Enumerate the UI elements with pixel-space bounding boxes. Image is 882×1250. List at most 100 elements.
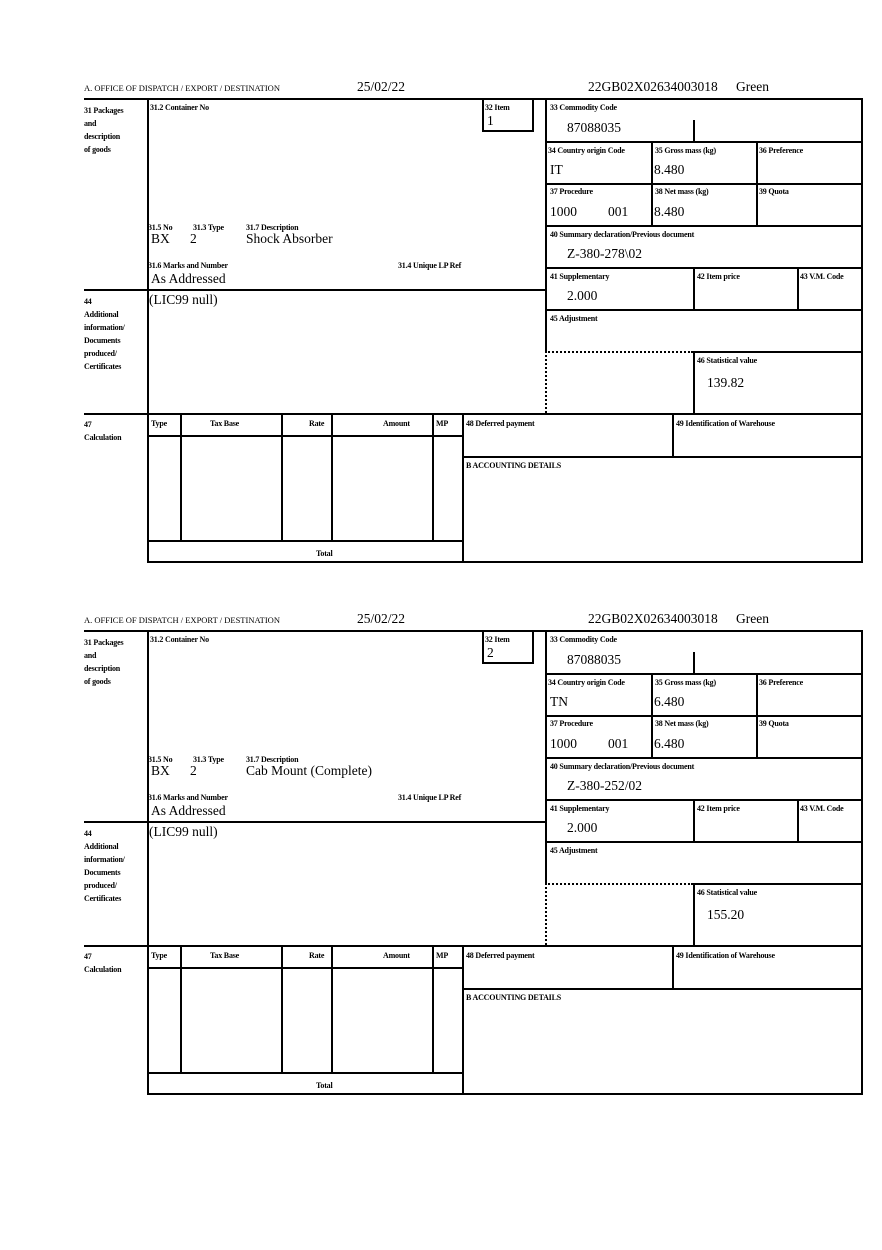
- rule: [331, 413, 333, 540]
- rule: [180, 945, 182, 1072]
- rule: [462, 456, 862, 458]
- box31-label: 31 Packages and description of goods: [84, 638, 124, 686]
- rule: [84, 289, 545, 291]
- route-status: Green: [736, 79, 769, 94]
- box44-label: 44 Additional information/ Documents pro…: [84, 297, 125, 371]
- box49-label: 49 Identification of Warehouse: [676, 951, 775, 960]
- rule: [147, 561, 863, 563]
- box47-label: 47 Calculation: [84, 952, 122, 974]
- box36-label: 36 Preference: [759, 678, 803, 687]
- box42-label: 42 Item price: [697, 804, 740, 813]
- box31-5-label: 31.5 No: [148, 223, 173, 232]
- procedure-additional-code: 001: [608, 204, 629, 219]
- rule: [651, 141, 653, 225]
- box46-label: 46 Statistical value: [697, 356, 757, 365]
- rule: [147, 98, 149, 563]
- rule: [756, 141, 758, 225]
- col-tax-base: Tax Base: [210, 951, 240, 960]
- supplementary-units: 2.000: [567, 288, 598, 303]
- box36-label: 36 Preference: [759, 146, 803, 155]
- rule: [861, 630, 863, 1095]
- procedure-additional-code: 001: [608, 736, 629, 751]
- col-tax-base: Tax Base: [210, 419, 240, 428]
- office-heading: A. OFFICE OF DISPATCH / EXPORT / DESTINA…: [84, 615, 280, 625]
- dotted-rule: [545, 883, 693, 885]
- rule: [147, 1072, 462, 1074]
- rule: [147, 630, 149, 1095]
- rule: [84, 945, 862, 947]
- box31-2-label: 31.2 Container No: [150, 103, 209, 112]
- rule: [693, 883, 862, 885]
- rule: [84, 630, 862, 632]
- marks-and-number: As Addressed: [151, 271, 226, 286]
- commodity-code: 87088035: [567, 120, 621, 135]
- box48-label: 48 Deferred payment: [466, 419, 535, 428]
- additional-information: (LIC99 null): [149, 824, 218, 839]
- box40-label: 40 Summary declaration/Previous document: [550, 762, 695, 771]
- rule: [331, 945, 333, 1072]
- box32-label: 32 Item: [485, 635, 510, 644]
- statistical-value: 139.82: [707, 375, 745, 390]
- goods-description: Cab Mount (Complete): [246, 763, 372, 778]
- item-number: 2: [487, 645, 494, 660]
- net-mass: 8.480: [654, 204, 685, 219]
- rule: [482, 630, 484, 663]
- rule: [482, 130, 534, 132]
- box31-3-label: 31.3 Type: [193, 755, 224, 764]
- box34-label: 34 Country origin Code: [548, 678, 625, 687]
- rule: [545, 757, 862, 759]
- previous-document: Z-380-278\02: [567, 246, 642, 261]
- box46-label: 46 Statistical value: [697, 888, 757, 897]
- goods-description: Shock Absorber: [246, 231, 333, 246]
- box31-7-label: 31.7 Description: [246, 223, 299, 232]
- box35-label: 35 Gross mass (kg): [655, 678, 716, 687]
- col-amount: Amount: [383, 419, 410, 428]
- procedure-code: 1000: [550, 204, 577, 219]
- gross-mass: 8.480: [654, 162, 685, 177]
- box31-4-label: 31.4 Unique LP Ref: [398, 793, 462, 802]
- box39-label: 39 Quota: [759, 719, 789, 728]
- statistical-value: 155.20: [707, 907, 745, 922]
- dotted-rule: [545, 883, 547, 945]
- rule: [532, 98, 534, 131]
- col-amount: Amount: [383, 951, 410, 960]
- box38-label: 38 Net mass (kg): [655, 187, 709, 196]
- declaration-reference: 22GB02X02634003018: [588, 611, 718, 626]
- accounting-details-label: B ACCOUNTING DETAILS: [466, 993, 561, 1002]
- rule: [693, 883, 695, 945]
- rule: [672, 413, 674, 456]
- rule: [281, 945, 283, 1072]
- rule: [545, 799, 862, 801]
- declaration-item-form: A. OFFICE OF DISPATCH / EXPORT / DESTINA…: [0, 78, 882, 578]
- additional-information: (LIC99 null): [149, 292, 218, 307]
- route-status: Green: [736, 611, 769, 626]
- rule: [180, 413, 182, 540]
- rule: [651, 673, 653, 757]
- rule: [462, 413, 464, 561]
- box37-label: 37 Procedure: [550, 719, 593, 728]
- rule: [147, 1093, 863, 1095]
- supplementary-units: 2.000: [567, 820, 598, 835]
- box42-label: 42 Item price: [697, 272, 740, 281]
- accounting-details-label: B ACCOUNTING DETAILS: [466, 461, 561, 470]
- rule: [432, 413, 434, 540]
- box34-label: 34 Country origin Code: [548, 146, 625, 155]
- rule: [545, 841, 862, 843]
- rule: [281, 413, 283, 540]
- box31-4-label: 31.4 Unique LP Ref: [398, 261, 462, 270]
- marks-and-number: As Addressed: [151, 803, 226, 818]
- rule: [693, 652, 695, 673]
- rule: [545, 98, 547, 351]
- rule: [147, 967, 462, 969]
- item-number: 1: [487, 113, 494, 128]
- rule: [462, 988, 862, 990]
- gross-mass: 6.480: [654, 694, 685, 709]
- col-type: Type: [151, 419, 167, 428]
- net-mass: 6.480: [654, 736, 685, 751]
- packages-number: 2: [190, 231, 197, 246]
- rule: [84, 413, 862, 415]
- rule: [545, 309, 862, 311]
- packages-number: 2: [190, 763, 197, 778]
- rule: [861, 98, 863, 563]
- dotted-rule: [545, 351, 547, 413]
